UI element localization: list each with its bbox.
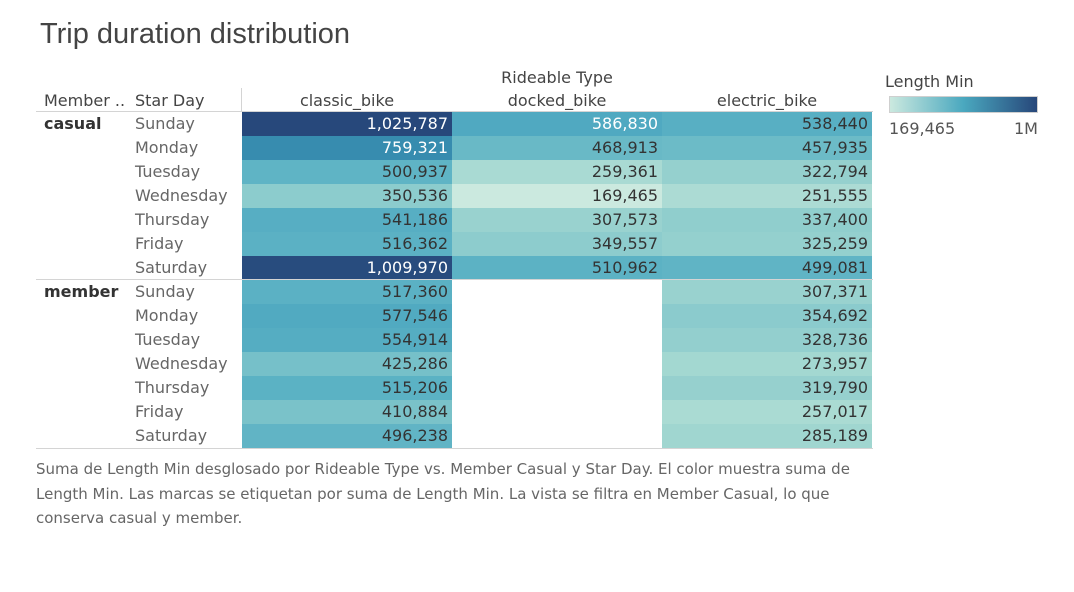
heatmap-cell[interactable]: 307,573 (452, 208, 662, 232)
heatmap-cell[interactable]: 517,360 (242, 280, 452, 304)
heatmap-cell[interactable]: 410,884 (242, 400, 452, 424)
heatmap-cell[interactable]: 319,790 (662, 376, 872, 400)
day-label: Thursday (135, 210, 210, 229)
day-label: Saturday (135, 258, 208, 277)
member-column-header[interactable]: Member .. (44, 91, 126, 110)
heatmap-cell[interactable]: 354,692 (662, 304, 872, 328)
day-label: Wednesday (135, 354, 228, 373)
header-divider (241, 88, 242, 112)
heatmap-cell[interactable]: 586,830 (452, 112, 662, 136)
heatmap-cell[interactable]: 337,400 (662, 208, 872, 232)
legend-title: Length Min (885, 72, 974, 91)
day-label: Sunday (135, 282, 195, 301)
day-label: Saturday (135, 426, 208, 445)
heatmap-cell[interactable]: 273,957 (662, 352, 872, 376)
day-label: Friday (135, 234, 184, 253)
day-label: Sunday (135, 114, 195, 133)
heatmap-cell[interactable]: 1,025,787 (242, 112, 452, 136)
group-divider (36, 111, 873, 112)
day-label: Monday (135, 138, 199, 157)
heatmap-cell[interactable]: 516,362 (242, 232, 452, 256)
heatmap-cell[interactable]: 325,259 (662, 232, 872, 256)
heatmap-cell[interactable]: 500,937 (242, 160, 452, 184)
heatmap-cell[interactable]: 538,440 (662, 112, 872, 136)
heatmap-cell[interactable]: 328,736 (662, 328, 872, 352)
column-header-electric-bike[interactable]: electric_bike (716, 91, 818, 110)
heatmap-cell[interactable]: 541,186 (242, 208, 452, 232)
day-label: Wednesday (135, 186, 228, 205)
day-label: Thursday (135, 378, 210, 397)
column-header-docked-bike[interactable]: docked_bike (507, 91, 607, 110)
member-label-member: member (44, 282, 119, 301)
heatmap-cell[interactable]: 350,536 (242, 184, 452, 208)
legend-max-label: 1M (1014, 119, 1038, 138)
legend-min-label: 169,465 (889, 119, 956, 138)
day-label: Tuesday (135, 330, 201, 349)
heatmap-cell[interactable]: 510,962 (452, 256, 662, 280)
heatmap-cell[interactable]: 759,321 (242, 136, 452, 160)
table-bottom-border (36, 448, 873, 449)
heatmap-cell[interactable]: 425,286 (242, 352, 452, 376)
heatmap-cell[interactable]: 1,009,970 (242, 256, 452, 280)
heatmap-cell[interactable]: 496,238 (242, 424, 452, 448)
day-column-header[interactable]: Star Day (135, 91, 205, 110)
heatmap-cell[interactable]: 577,546 (242, 304, 452, 328)
column-group-header: Rideable Type (501, 68, 613, 87)
heatmap-cell[interactable]: 457,935 (662, 136, 872, 160)
color-legend-gradient (889, 96, 1038, 113)
day-label: Monday (135, 306, 199, 325)
heatmap-cell[interactable]: 499,081 (662, 256, 872, 280)
heatmap-cell[interactable]: 169,465 (452, 184, 662, 208)
heatmap-cell[interactable]: 515,206 (242, 376, 452, 400)
column-header-classic-bike[interactable]: classic_bike (299, 91, 395, 110)
chart-title: Trip duration distribution (40, 18, 351, 50)
heatmap-cell[interactable]: 554,914 (242, 328, 452, 352)
day-label: Tuesday (135, 162, 201, 181)
heatmap-cell[interactable]: 285,189 (662, 424, 872, 448)
heatmap-cell[interactable]: 322,794 (662, 160, 872, 184)
day-label: Friday (135, 402, 184, 421)
heatmap-cell[interactable]: 349,557 (452, 232, 662, 256)
heatmap-cell[interactable]: 251,555 (662, 184, 872, 208)
caption-text: Suma de Length Min desglosado por Rideab… (36, 460, 850, 527)
heatmap-cell[interactable]: 257,017 (662, 400, 872, 424)
member-label-casual: casual (44, 114, 102, 133)
heatmap-cell[interactable]: 307,371 (662, 280, 872, 304)
heatmap-cell[interactable]: 259,361 (452, 160, 662, 184)
heatmap-cell[interactable]: 468,913 (452, 136, 662, 160)
group-divider (36, 279, 873, 280)
